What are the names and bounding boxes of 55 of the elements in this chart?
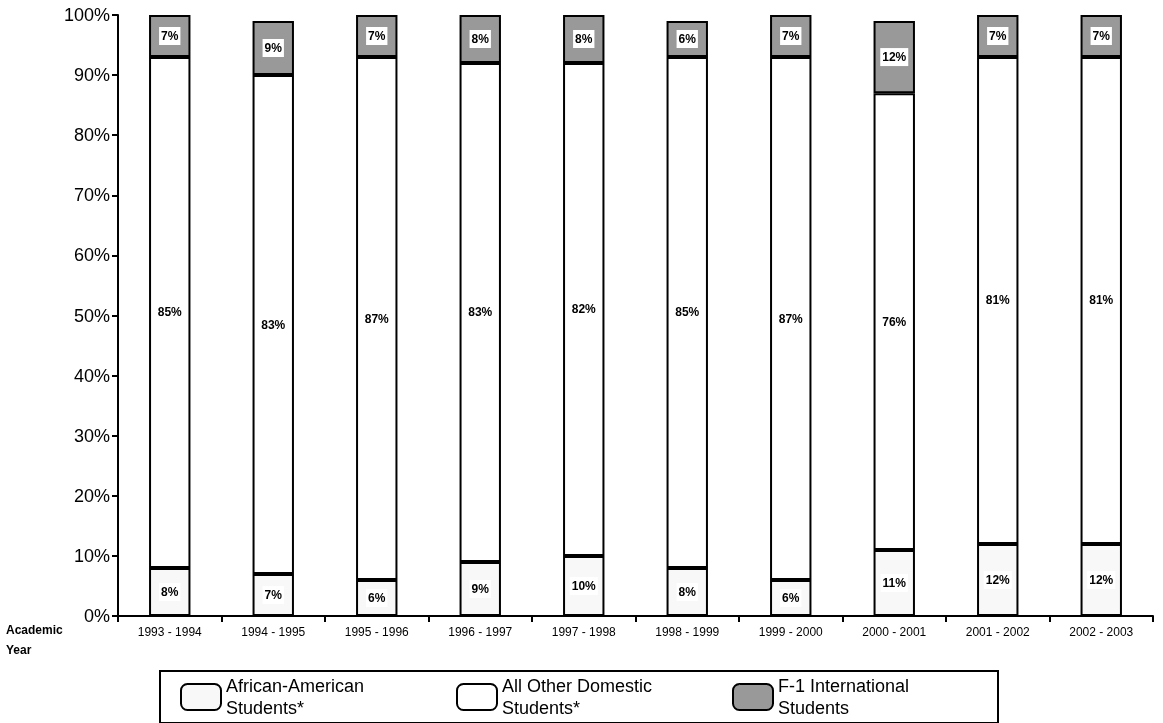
data-label: 8% <box>471 32 490 47</box>
data-label: 6% <box>368 590 386 605</box>
y-tick-label: 10% <box>73 545 110 566</box>
y-tick-label: 20% <box>73 485 110 506</box>
legend-label: F-1 International Students <box>778 676 915 718</box>
data-label: 82% <box>571 302 597 317</box>
y-tick-label: 80% <box>73 125 110 146</box>
x-tick-label: 1999 - 2000 <box>758 625 824 639</box>
data-label: 12% <box>985 572 1011 587</box>
x-tick-label: 1993 - 1994 <box>137 625 203 639</box>
x-tick-label: 1995 - 1996 <box>344 625 410 639</box>
data-label: 81% <box>985 293 1011 308</box>
y-tick-label: 70% <box>73 185 110 206</box>
data-label: 85% <box>157 305 183 320</box>
y-tick-label: 40% <box>73 365 110 386</box>
y-tick-label: 30% <box>73 425 110 446</box>
data-label: 12% <box>1089 572 1114 587</box>
data-label: 83% <box>468 305 493 320</box>
data-label: 87% <box>364 311 390 326</box>
data-label: 8% <box>678 584 697 599</box>
data-label: 8% <box>575 32 593 47</box>
data-label: 87% <box>778 311 804 326</box>
data-label: 7% <box>161 29 179 44</box>
data-label: 7% <box>989 29 1007 44</box>
x-tick-label: 1996 - 1997 <box>448 625 513 639</box>
x-tick-label: 1998 - 1999 <box>655 625 720 639</box>
data-label: 7% <box>782 29 800 44</box>
data-label: 7% <box>1092 29 1111 44</box>
data-label: 7% <box>264 587 283 602</box>
legend-label: All Other Domestic Students* <box>502 676 658 718</box>
x-tick-label: 1997 - 1998 <box>551 625 617 639</box>
x-axis-title: Academic Year <box>6 623 67 657</box>
data-label: 83% <box>261 317 286 332</box>
legend-label: African-American Students* <box>226 676 370 718</box>
x-tick-label: 2001 - 2002 <box>965 625 1031 639</box>
data-label: 10% <box>571 578 597 593</box>
data-label: 9% <box>471 581 490 596</box>
y-tick-label: 90% <box>73 65 110 86</box>
y-tick-label: 100% <box>63 5 110 25</box>
data-label: 76% <box>882 314 907 329</box>
y-tick-label: 0% <box>83 606 110 626</box>
data-label: 8% <box>161 584 179 599</box>
data-label: 6% <box>678 32 697 47</box>
data-label: 7% <box>368 29 386 44</box>
data-label: 12% <box>882 50 907 65</box>
x-tick-label: 1994 - 1995 <box>241 625 306 639</box>
y-tick-label: 50% <box>73 305 110 326</box>
y-tick-label: 60% <box>73 245 110 266</box>
x-tick-label: 2002 - 2003 <box>1069 625 1134 639</box>
data-label: 81% <box>1089 293 1114 308</box>
data-label: 9% <box>264 41 283 56</box>
data-label: 6% <box>782 590 800 605</box>
x-tick-label: 2000 - 2001 <box>862 625 927 639</box>
data-label: 85% <box>675 305 700 320</box>
data-label: 11% <box>882 575 907 590</box>
